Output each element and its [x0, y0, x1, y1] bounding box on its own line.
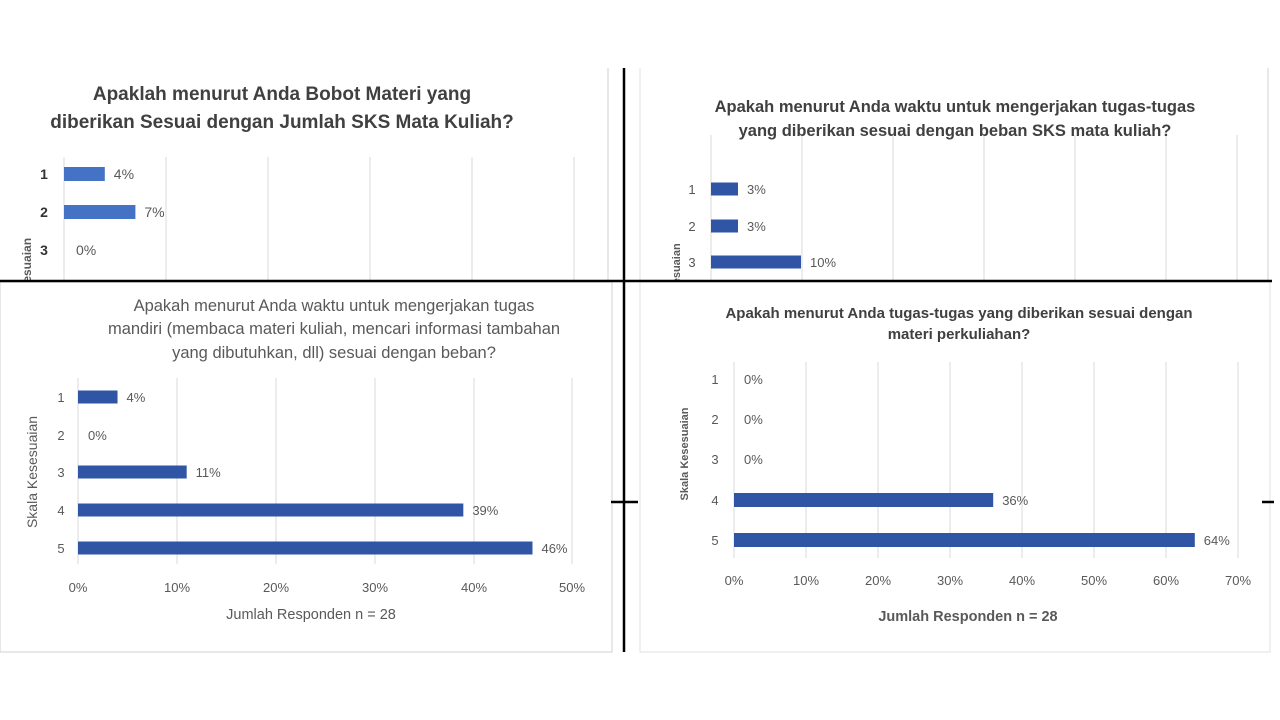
bar	[78, 465, 187, 479]
bar	[78, 503, 464, 517]
x-tick-label: 20%	[865, 573, 891, 588]
bar	[711, 182, 738, 196]
bar	[734, 533, 1195, 547]
data-label: 4%	[114, 166, 134, 182]
data-label: 0%	[88, 428, 107, 443]
category-label: 3	[57, 465, 64, 480]
chart-title-line: mandiri (membaca materi kuliah, mencari …	[108, 320, 560, 338]
category-label: 1	[57, 390, 64, 405]
x-tick-label: 50%	[1081, 573, 1107, 588]
chart-title-line: yang dibutuhkan, dll) sesuai dengan beba…	[172, 344, 496, 362]
category-label: 2	[57, 428, 64, 443]
x-axis-label: Jumlah Responden n = 28	[878, 609, 1057, 625]
chart-body: Apaklah menurut Anda Bobot Materi yang di…	[20, 84, 575, 318]
bar	[734, 493, 994, 507]
y-axis-label: Skala Kesesuaian	[679, 407, 691, 500]
category-label: 4	[57, 503, 64, 518]
chart-title-line: Apakah menurut Anda waktu untuk mengerja…	[134, 297, 535, 315]
data-label: 11%	[196, 465, 221, 480]
x-tick-label: 30%	[937, 573, 963, 588]
x-tick-label: 50%	[559, 580, 585, 595]
category-label: 3	[40, 242, 48, 258]
data-label: 64%	[1204, 533, 1230, 548]
data-label: 3%	[747, 182, 766, 197]
category-label: 2	[688, 219, 695, 234]
data-label: 10%	[810, 255, 836, 270]
x-tick-label: 60%	[1153, 573, 1179, 588]
x-tick-label: 0%	[725, 573, 744, 588]
chart-title-line: Apaklah menurut Anda Bobot Materi yang	[93, 84, 471, 105]
x-tick-label: 0%	[69, 580, 88, 595]
chart-body: Apakah menurut Anda waktu untuk mengerja…	[24, 297, 585, 623]
category-label: 2	[711, 412, 718, 427]
y-axis-label: la Kesesuaian	[20, 238, 34, 318]
category-label: 4	[711, 493, 718, 508]
x-tick-label: 30%	[362, 580, 388, 595]
category-label: 5	[711, 533, 718, 548]
category-label: 1	[711, 372, 718, 387]
bar	[711, 255, 801, 269]
x-tick-label: 20%	[263, 580, 289, 595]
x-tick-label: 40%	[1009, 573, 1035, 588]
data-label: 0%	[744, 412, 763, 427]
x-tick-label: 70%	[1225, 573, 1251, 588]
data-label: 7%	[144, 204, 164, 220]
chart-body: Apakah menurut Anda tugas-tugas yang dib…	[679, 305, 1251, 625]
chart-3-waktu-tugas-mandiri: Apakah menurut Anda waktu untuk mengerja…	[24, 297, 585, 623]
data-label: 0%	[744, 372, 763, 387]
data-label: 0%	[76, 242, 96, 258]
y-axis-label: Skala Kesesuaian	[24, 416, 40, 528]
data-label: 46%	[541, 541, 567, 556]
chart-2-waktu-tugas-tugas: Apakah menurut Anda waktu untuk mengerja…	[671, 98, 1238, 317]
panel-frame-bottom-right	[639, 281, 1271, 653]
chart-body: Apakah menurut Anda waktu untuk mengerja…	[671, 98, 1238, 317]
category-label: 1	[688, 182, 695, 197]
chart-title-line: diberikan Sesuai dengan Jumlah SKS Mata …	[50, 112, 514, 133]
bar	[64, 167, 105, 181]
x-tick-label: 40%	[461, 580, 487, 595]
category-label: 5	[57, 541, 64, 556]
data-label: 0%	[744, 452, 763, 467]
chart-1-bobot-materi: Apaklah menurut Anda Bobot Materi yang di…	[20, 84, 575, 318]
data-label: 39%	[472, 503, 498, 518]
category-label: 1	[40, 166, 48, 182]
x-tick-label: 10%	[793, 573, 819, 588]
data-label: 36%	[1002, 493, 1028, 508]
bar	[78, 541, 533, 555]
chart-title-line: materi perkuliahan?	[888, 326, 1031, 343]
data-label: 3%	[747, 219, 766, 234]
bar	[78, 390, 118, 404]
data-label: 4%	[127, 390, 146, 405]
category-label: 3	[711, 452, 718, 467]
bar	[64, 205, 136, 219]
x-axis-label: Jumlah Responden n = 28	[226, 607, 396, 623]
category-label: 2	[40, 204, 48, 220]
category-label: 3	[688, 255, 695, 270]
bar	[711, 219, 738, 233]
y-axis-label: la Kesesuaian	[671, 243, 683, 317]
chart-title-line: Apakah menurut Anda waktu untuk mengerja…	[715, 98, 1196, 116]
chart-4-tugas-sesuai-materi: Apakah menurut Anda tugas-tugas yang dib…	[679, 305, 1251, 625]
chart-title-line: Apakah menurut Anda tugas-tugas yang dib…	[725, 305, 1192, 322]
chart-title-line: yang diberikan sesuai dengan beban SKS m…	[739, 122, 1172, 140]
x-tick-label: 10%	[164, 580, 190, 595]
